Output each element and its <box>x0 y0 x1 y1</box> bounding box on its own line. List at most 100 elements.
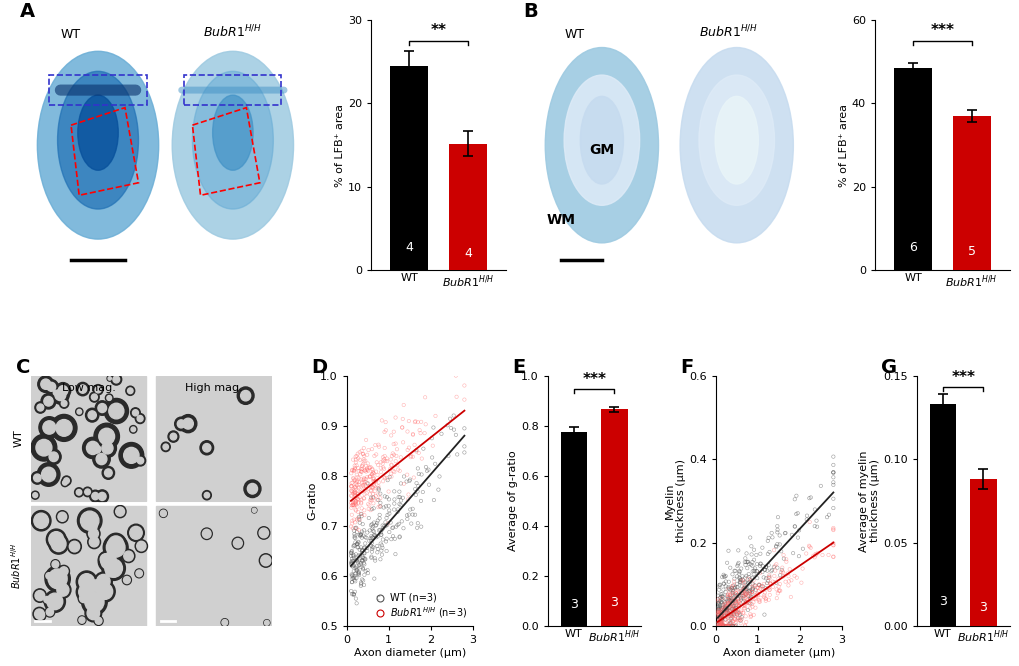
Point <box>710 609 727 620</box>
Point <box>345 589 362 600</box>
Circle shape <box>43 595 51 604</box>
Point <box>748 566 764 577</box>
Y-axis label: Average of myelin
thickness (μm): Average of myelin thickness (μm) <box>858 450 879 551</box>
Point <box>394 414 411 424</box>
Point <box>347 478 364 489</box>
Point <box>744 586 760 597</box>
Point <box>735 591 751 601</box>
Point <box>713 572 730 583</box>
Point <box>365 503 381 513</box>
Point <box>348 598 365 609</box>
Point <box>750 579 766 590</box>
Point <box>358 435 374 446</box>
Point <box>355 519 371 529</box>
Point <box>709 609 726 619</box>
Circle shape <box>77 616 86 624</box>
Point <box>783 575 799 585</box>
Point <box>351 514 367 525</box>
Point <box>729 613 745 623</box>
Point <box>739 557 755 567</box>
Point <box>366 526 382 537</box>
Point <box>740 598 756 609</box>
Point <box>771 579 788 589</box>
Point <box>743 587 759 597</box>
Point <box>722 607 739 618</box>
Point <box>343 589 360 599</box>
Point <box>408 478 424 488</box>
Circle shape <box>264 620 269 625</box>
Point <box>373 549 389 560</box>
Circle shape <box>35 609 46 621</box>
Point <box>364 444 380 454</box>
Point <box>365 480 381 490</box>
Point <box>374 476 390 487</box>
Point <box>367 476 383 486</box>
Point <box>455 441 472 452</box>
Circle shape <box>104 559 122 579</box>
Point <box>726 579 742 590</box>
Point <box>730 606 746 617</box>
Point <box>357 554 373 565</box>
Point <box>360 458 376 469</box>
Point <box>400 442 417 453</box>
Point <box>416 428 432 438</box>
Point <box>751 583 767 594</box>
Text: 3: 3 <box>570 597 578 611</box>
Circle shape <box>55 581 71 598</box>
Point <box>350 568 366 579</box>
Point <box>744 557 760 567</box>
Point <box>809 548 825 559</box>
Text: F: F <box>680 358 693 377</box>
Point <box>723 581 740 591</box>
Point <box>711 579 728 590</box>
Circle shape <box>31 434 57 461</box>
Point <box>345 541 362 551</box>
Point <box>353 498 369 509</box>
Point <box>350 550 366 561</box>
Point <box>738 585 754 596</box>
Point <box>736 557 752 567</box>
Circle shape <box>34 589 46 602</box>
Point <box>357 565 373 576</box>
Point <box>455 423 472 434</box>
Point <box>746 565 762 576</box>
Point <box>363 551 379 562</box>
Point <box>739 590 755 601</box>
Circle shape <box>52 570 64 583</box>
Point <box>719 602 736 613</box>
Point <box>737 611 753 621</box>
Point <box>771 570 788 581</box>
Point <box>385 504 401 515</box>
Point <box>709 611 726 622</box>
Point <box>342 547 359 558</box>
Point <box>361 462 377 473</box>
Point <box>757 595 773 606</box>
Point <box>715 603 732 614</box>
Point <box>709 621 726 631</box>
Point <box>727 595 743 606</box>
Point <box>411 448 427 458</box>
Point <box>347 573 364 583</box>
Circle shape <box>85 592 104 612</box>
Point <box>722 595 739 606</box>
Point <box>738 597 754 607</box>
Point <box>735 597 751 607</box>
Point <box>359 478 375 489</box>
Point <box>748 583 764 593</box>
Point <box>344 500 361 510</box>
Point <box>350 537 366 547</box>
Point <box>709 595 726 606</box>
Point <box>442 423 459 434</box>
Point <box>366 451 382 462</box>
Point <box>420 464 436 475</box>
Point <box>358 488 374 499</box>
Point <box>725 601 741 611</box>
Point <box>746 593 762 604</box>
Point <box>355 563 371 573</box>
Point <box>713 620 730 631</box>
Circle shape <box>104 398 128 424</box>
Point <box>729 609 745 619</box>
Circle shape <box>107 376 112 381</box>
Point <box>393 422 410 433</box>
Circle shape <box>137 416 143 422</box>
